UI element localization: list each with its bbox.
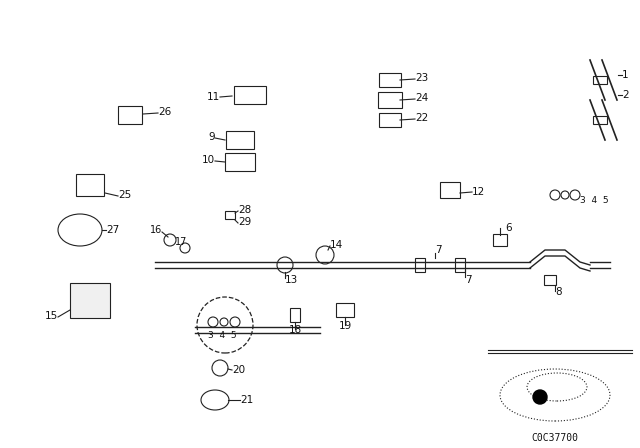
Circle shape (570, 190, 580, 200)
Text: 6: 6 (505, 223, 511, 233)
Text: 14: 14 (330, 240, 343, 250)
Bar (415, 258, 425, 272)
Circle shape (277, 257, 293, 273)
Text: 25: 25 (118, 190, 131, 200)
Bar (234, 86, 266, 104)
Bar (225, 153, 255, 171)
Text: 20: 20 (232, 365, 245, 375)
Bar (440, 182, 460, 198)
Bar (544, 275, 556, 285)
Bar (118, 106, 142, 124)
Bar (226, 131, 254, 149)
Circle shape (550, 190, 560, 200)
Text: 3  4  5: 3 4 5 (208, 331, 237, 340)
Bar (378, 92, 402, 108)
Text: 7: 7 (465, 275, 472, 285)
Text: 9: 9 (209, 132, 215, 142)
Circle shape (208, 317, 218, 327)
Ellipse shape (500, 369, 610, 421)
Text: 10: 10 (202, 155, 215, 165)
Text: 29: 29 (238, 217, 252, 227)
Ellipse shape (527, 373, 587, 401)
Text: 18: 18 (289, 325, 301, 335)
Circle shape (220, 318, 228, 326)
Circle shape (164, 234, 176, 246)
Text: 26: 26 (158, 107, 172, 117)
Ellipse shape (58, 214, 102, 246)
Text: 16: 16 (150, 225, 162, 235)
Text: 19: 19 (339, 321, 351, 331)
Bar (455, 258, 465, 272)
Text: 3  4  5: 3 4 5 (580, 195, 609, 204)
Ellipse shape (201, 390, 229, 410)
Bar (379, 73, 401, 87)
Text: 21: 21 (240, 395, 253, 405)
Bar (493, 234, 507, 246)
Text: 15: 15 (45, 311, 58, 321)
Bar (70, 283, 110, 318)
Text: 1: 1 (622, 70, 628, 80)
Bar (593, 116, 607, 124)
Circle shape (230, 317, 240, 327)
Text: 11: 11 (207, 92, 220, 102)
Text: 17: 17 (175, 237, 188, 247)
Circle shape (197, 297, 253, 353)
Bar (76, 174, 104, 196)
Text: 28: 28 (238, 205, 252, 215)
Text: 2: 2 (622, 90, 628, 100)
Text: 23: 23 (415, 73, 428, 83)
Text: 13: 13 (285, 275, 298, 285)
Bar (379, 113, 401, 127)
Text: 8: 8 (555, 287, 562, 297)
Bar (290, 308, 300, 322)
Circle shape (561, 191, 569, 199)
Text: 12: 12 (472, 187, 485, 197)
Text: 7: 7 (435, 245, 442, 255)
Circle shape (212, 360, 228, 376)
Circle shape (180, 243, 190, 253)
Text: 24: 24 (415, 93, 428, 103)
Circle shape (316, 246, 334, 264)
Text: 22: 22 (415, 113, 428, 123)
Bar (336, 303, 354, 317)
Bar (225, 211, 235, 219)
Text: 27: 27 (106, 225, 119, 235)
Circle shape (533, 390, 547, 404)
Text: C0C37700: C0C37700 (531, 433, 579, 443)
Bar (593, 76, 607, 84)
